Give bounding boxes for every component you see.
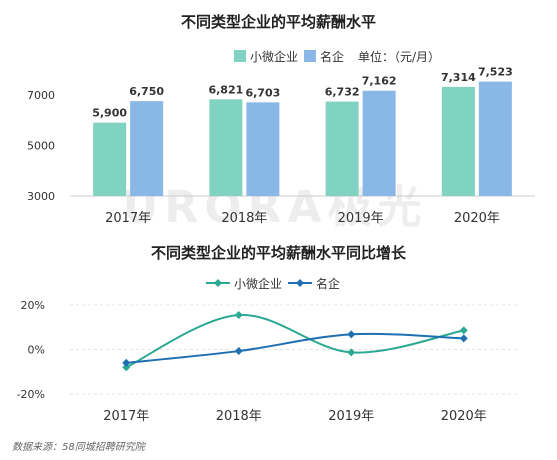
line-point-famous-0 <box>122 358 131 367</box>
bar-x-tick-2: 2019年 <box>338 211 384 226</box>
line-x-tick-3: 2020年 <box>441 409 487 424</box>
bar-famous-2 <box>362 90 396 196</box>
bar-small-3 <box>441 86 475 196</box>
bar-famous-3 <box>478 81 512 196</box>
line-y-tick-0: 20% <box>21 299 45 312</box>
legend-label-small-enterprise-growth: 小微企业 <box>234 276 282 291</box>
bar-label-famous-1: 6,703 <box>245 86 280 99</box>
legend-label-famous-enterprise: 名企 <box>320 49 344 64</box>
line-y-tick-2: -20% <box>17 388 45 401</box>
line-point-small-2 <box>347 348 356 357</box>
bar-legend: 小微企业 名企 单位：（元/月） <box>234 49 440 64</box>
line-x-tick-2: 2019年 <box>328 409 374 424</box>
bar-y-tick-0: 3000 <box>27 190 55 203</box>
line-x-tick-1: 2018年 <box>216 409 262 424</box>
bar-small-0 <box>93 122 127 196</box>
bar-famous-0 <box>130 101 164 196</box>
bar-label-small-0: 5,900 <box>92 107 127 120</box>
line-point-famous-1 <box>234 347 243 356</box>
bar-y-tick-2: 7000 <box>27 89 55 102</box>
legend-swatch-small-enterprise <box>234 50 246 62</box>
bar-label-small-1: 6,821 <box>208 83 243 96</box>
bar-label-famous-2: 7,162 <box>362 75 397 88</box>
unit-note: 单位：（元/月） <box>358 49 440 64</box>
line-y-tick-1: 0% <box>28 344 45 357</box>
legend-marker-famous-enterprise <box>296 279 304 287</box>
line-point-small-1 <box>234 311 243 320</box>
line-point-famous-2 <box>347 330 356 339</box>
line-series-famous <box>126 332 464 364</box>
bar-small-2 <box>325 101 359 196</box>
source-note: 数据来源：58同城招聘研究院 <box>12 441 147 453</box>
bar-x-tick-1: 2018年 <box>221 211 267 226</box>
bar-label-famous-3: 7,523 <box>478 66 513 79</box>
bar-label-famous-0: 6,750 <box>129 85 164 98</box>
legend-label-small-enterprise: 小微企业 <box>250 49 298 64</box>
line-legend: 小微企业 名企 <box>206 276 340 291</box>
line-chart-title: 不同类型企业的平均薪酬水平同比增长 <box>151 244 407 262</box>
bar-y-tick-1: 5000 <box>27 139 55 152</box>
bar-x-tick-0: 2017年 <box>105 211 151 226</box>
bar-small-1 <box>209 99 243 196</box>
line-point-famous-3 <box>459 334 468 343</box>
bar-chart-title: 不同类型企业的平均薪酬水平 <box>181 13 376 31</box>
line-point-small-0 <box>122 363 131 372</box>
legend-swatch-famous-enterprise <box>304 50 316 62</box>
line-point-small-3 <box>459 326 468 335</box>
line-x-tick-0: 2017年 <box>103 409 149 424</box>
bar-x-tick-3: 2020年 <box>454 211 500 226</box>
bar-label-small-2: 6,732 <box>325 86 360 99</box>
legend-label-famous-enterprise-growth: 名企 <box>316 276 340 291</box>
bar-label-small-3: 7,314 <box>441 71 476 84</box>
legend-marker-small-enterprise <box>214 279 222 287</box>
line-series-small <box>125 314 464 369</box>
bar-famous-1 <box>246 102 280 196</box>
